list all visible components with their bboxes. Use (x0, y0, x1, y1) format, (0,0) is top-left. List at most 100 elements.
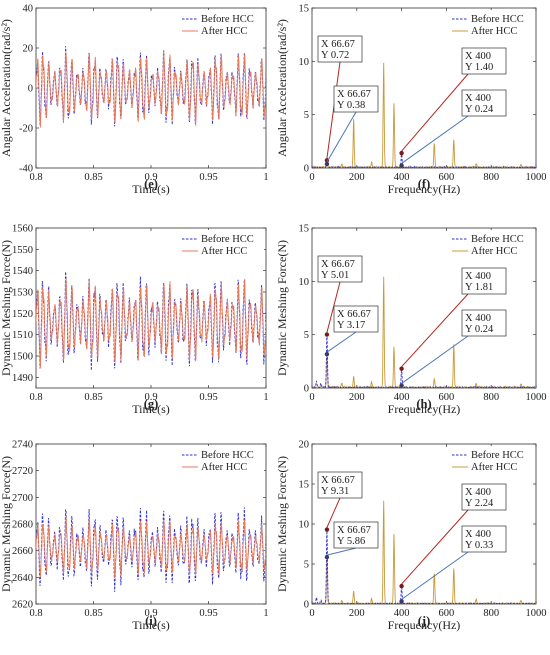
x-axis-label: Time(s) (132, 182, 170, 196)
x-tick-label: 0.9 (144, 608, 157, 619)
annotation-y: Y 5.86 (337, 536, 365, 547)
annotation-x: X 400 (465, 93, 491, 104)
x-axis-label: Frequency(Hz) (388, 402, 461, 416)
annotation-arrow (326, 331, 357, 353)
plot-area (36, 507, 266, 593)
legend-label-before: Before HCC (201, 14, 254, 25)
y-tick-label: 2700 (12, 493, 33, 504)
y-tick-label: 20 (299, 440, 310, 451)
legend-label-before: Before HCC (201, 234, 254, 245)
plot-area (36, 46, 266, 128)
annotation-marker (324, 351, 330, 357)
plot-area (312, 62, 536, 168)
series-after-hcc (36, 278, 266, 369)
y-axis-label: Angular Acceleration(rad/s²) (0, 19, 13, 157)
y-tick-label: 2620 (12, 600, 33, 611)
annotation-y: Y 2.24 (465, 498, 494, 509)
y-tick-label: 2660 (12, 546, 33, 557)
y-tick-label: 5 (304, 330, 309, 341)
x-tick-label: 400 (394, 172, 410, 183)
annotation-box (461, 483, 507, 511)
annotation-x: X 400 (465, 487, 491, 498)
annotation-marker (399, 599, 404, 604)
legend-label-before: Before HCC (471, 14, 524, 25)
panel-label: (f) (418, 177, 431, 191)
y-axis-label: Angular Acceleration(rad/s²) (275, 19, 289, 157)
x-tick-label: 600 (439, 392, 455, 403)
x-tick-label: 0.85 (84, 172, 102, 183)
annotation-arrow (326, 111, 357, 163)
legend-label-after: After HCC (201, 26, 247, 37)
annotation-y: Y 5.01 (321, 270, 349, 281)
annotation-arrow (326, 497, 341, 528)
x-tick-label: 800 (483, 392, 499, 403)
y-tick-label: 0 (28, 84, 33, 95)
y-tick-label: 15 (299, 480, 310, 491)
y-tick-label: 5 (304, 110, 309, 121)
panel-label: (h) (416, 397, 431, 411)
annotation-marker (399, 366, 404, 371)
x-tick-label: 1000 (526, 392, 547, 403)
annotation-y: Y 1.40 (465, 62, 493, 73)
annotation-y: Y 0.38 (337, 100, 365, 111)
y-axis-label: Dynamic Meshing Force(N) (275, 240, 289, 376)
annotation-arrow (401, 115, 469, 164)
annotation-y: Y 0.72 (321, 50, 349, 61)
x-tick-label: 0.95 (199, 608, 217, 619)
x-tick-label: 0.95 (199, 392, 217, 403)
x-tick-label: 600 (439, 172, 455, 183)
plot-area (36, 271, 266, 371)
annotation-arrow (401, 293, 469, 368)
annotation-arrow (326, 61, 341, 159)
annotation-marker (399, 383, 404, 388)
y-tick-label: 1510 (12, 330, 33, 341)
y-tick-label: 40 (23, 4, 34, 15)
x-tick-label: 1000 (526, 608, 547, 619)
y-tick-label: 1540 (12, 266, 33, 277)
x-tick-label: 0.8 (29, 392, 42, 403)
legend-box (178, 230, 264, 258)
annotation-box (461, 89, 507, 117)
plot-area (312, 276, 536, 388)
y-tick-label: 1530 (12, 288, 33, 299)
y-tick-label: 5 (304, 560, 309, 571)
annotation-x: X 66.67 (321, 39, 355, 50)
annotation-x: X 66.67 (337, 89, 371, 100)
legend-label-after: After HCC (201, 462, 247, 473)
x-tick-label: 400 (394, 392, 410, 403)
annotation-box (461, 309, 507, 337)
x-tick-label: 600 (439, 608, 455, 619)
x-tick-label: 200 (349, 172, 365, 183)
annotation-y: Y 9.31 (321, 486, 349, 497)
panel-e: 0.8 0.85 0.9 0.95 1 -40 -20 0 20 40 Time(s) Angular… (0, 4, 269, 197)
y-tick-label: 0 (304, 600, 309, 611)
legend-box (448, 230, 534, 258)
annotation-y: Y 0.24 (465, 324, 494, 335)
series-after-hcc (36, 516, 266, 579)
annotation-box (333, 521, 379, 549)
x-tick-label: 0.9 (144, 392, 157, 403)
panel-label: (i) (145, 614, 157, 628)
x-tick-label: 200 (349, 392, 365, 403)
panel-label: (j) (418, 614, 431, 628)
annotation-x: X 66.67 (321, 259, 355, 270)
panel-i: 0.8 0.85 0.9 0.95 1 2620 2640 2660 2680 2700 2720 2… (0, 440, 269, 633)
x-tick-label: 800 (483, 608, 499, 619)
legend-label-before: Before HCC (201, 450, 254, 461)
x-tick-label: 0.85 (84, 608, 102, 619)
x-tick-label: 400 (394, 608, 410, 619)
annotation-box (317, 471, 363, 499)
legend-label-before: Before HCC (471, 234, 524, 245)
x-axis-label: Frequency(Hz) (388, 182, 461, 196)
annotation-x: X 66.67 (321, 475, 355, 486)
y-tick-label: 1520 (12, 309, 33, 320)
series-before-hcc (36, 507, 266, 593)
annotation-arrow (326, 547, 357, 556)
x-tick-label: 0.9 (144, 172, 157, 183)
legend-box (448, 446, 534, 474)
legend-label-after: After HCC (471, 26, 517, 37)
legend-box (178, 446, 264, 474)
y-tick-label: 1560 (12, 224, 33, 235)
annotation-arrow (401, 73, 469, 152)
series-before-hcc (312, 152, 536, 168)
